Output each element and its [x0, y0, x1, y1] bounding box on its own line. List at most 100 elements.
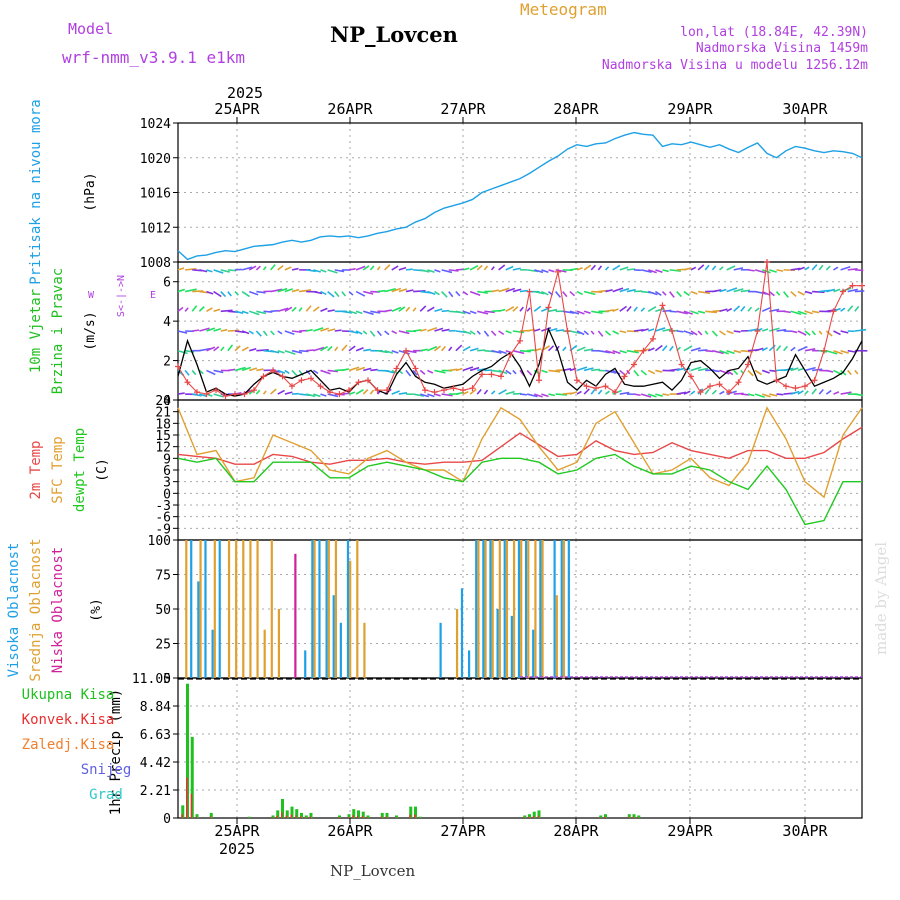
ytick-label: 4.42	[140, 756, 171, 771]
ytick-label: 1020	[140, 152, 171, 167]
ytick-label: -6	[155, 511, 171, 526]
cloud-bar-high	[304, 650, 307, 678]
wind-arrow	[697, 310, 706, 314]
wind-gust-marker	[840, 288, 846, 295]
wind-arrow	[825, 265, 831, 271]
cloud-axis-label-high: Visoka Oblacnost	[6, 543, 22, 678]
wind-arrow	[262, 390, 267, 395]
precip-bar	[352, 809, 356, 818]
wind-arrow	[348, 330, 359, 334]
precip-bar	[190, 736, 194, 818]
wind-arrow	[419, 369, 426, 375]
top-date-label: 26APR	[327, 100, 373, 118]
wind-arrow	[676, 291, 682, 298]
precip-conv-bar	[190, 793, 193, 818]
wind-arrow	[384, 287, 396, 293]
wind-arrow	[605, 349, 616, 355]
wind-arrow	[719, 349, 729, 355]
wind-arrow	[583, 348, 594, 352]
wind-arrow	[754, 269, 766, 274]
wind-arrow	[334, 329, 342, 332]
wind-arrow	[747, 393, 755, 397]
wind-arrow	[427, 345, 438, 352]
precip-bar	[285, 810, 289, 818]
wind-gust-marker	[716, 381, 723, 388]
wind-arrow	[690, 366, 702, 372]
precip-conv-bar	[271, 817, 273, 818]
wind-arrow	[576, 346, 586, 352]
wind-arrow	[804, 290, 813, 295]
wind-arrow	[369, 265, 375, 271]
wind-gust-marker	[859, 282, 865, 289]
wind-arrow	[583, 367, 594, 372]
wind-arrow	[469, 310, 477, 315]
wind-arrow	[704, 264, 710, 271]
wind-arrow	[726, 307, 733, 312]
wind-arrow	[241, 290, 251, 298]
cloud-bar-high	[510, 615, 513, 678]
precip-conv-bar	[523, 817, 525, 818]
wind-arrow	[797, 330, 807, 336]
wind-arrow	[248, 290, 259, 296]
wind-arrow	[320, 393, 327, 397]
wind-arrow	[619, 305, 628, 312]
wind-arrow	[391, 349, 399, 354]
wind-gust-marker	[241, 391, 248, 398]
wind-arrow	[362, 389, 369, 395]
wind-arrow	[690, 347, 701, 352]
wind-arrow	[804, 266, 810, 271]
wind-arrow	[726, 330, 734, 335]
precip-conv-bar	[290, 814, 292, 818]
ytick-label: 15	[155, 429, 171, 444]
wind-arrow	[534, 328, 541, 332]
wind-arrow	[249, 367, 258, 372]
wind-arrow	[768, 290, 775, 297]
wind-arrow	[704, 388, 710, 395]
wind-arrow	[840, 307, 846, 312]
wind-arrow	[783, 291, 789, 298]
wind-arrow	[747, 269, 755, 272]
cloud-axis-label-low: Niska Oblacnost	[50, 547, 66, 673]
precip-bar	[627, 814, 631, 818]
top-date-label: 25APR	[214, 100, 260, 118]
precip-conv-bar	[209, 816, 212, 818]
wind-arrow	[256, 349, 269, 352]
wind-arrow	[277, 307, 289, 313]
wind-arrow	[462, 391, 469, 395]
wind-arrow	[441, 269, 453, 274]
wind-arrow	[654, 344, 663, 352]
wind-arrow	[420, 269, 430, 273]
precip-legend-2: Zaledj.Kisa	[22, 737, 115, 753]
wind-arrow	[284, 330, 295, 336]
wind-arrow	[270, 264, 276, 271]
wind-arrow	[676, 367, 685, 372]
precip-bar	[209, 812, 213, 818]
wind-arrow	[519, 393, 527, 396]
wind-arrow	[526, 369, 533, 376]
wind-arrow	[413, 329, 422, 332]
wind-arrow	[427, 290, 436, 295]
wind-gust-marker	[184, 379, 191, 386]
wind-arrow	[541, 369, 548, 374]
wind-arrow	[648, 290, 658, 296]
wind-arrow	[505, 265, 514, 271]
precip-bar	[186, 683, 189, 818]
wind-arrow	[761, 306, 772, 313]
wind-gust-marker	[631, 361, 637, 368]
wind-arrow	[712, 289, 722, 293]
cloud-bar-mid	[256, 540, 259, 678]
wind-gust-marker	[536, 377, 542, 384]
wind-arrow	[434, 308, 443, 313]
wind-arrow	[455, 291, 461, 297]
precip-bar	[528, 814, 531, 818]
wind-arrow	[398, 306, 406, 312]
wind-arrow	[619, 266, 629, 271]
top-date-label: 30APR	[782, 100, 828, 118]
cloud-bar-high	[525, 540, 528, 678]
wind-arrow	[262, 266, 267, 271]
wind-arrow	[213, 346, 220, 352]
bottom-date-label: 30APR	[782, 822, 828, 840]
wind-arrow	[719, 369, 730, 375]
wind-arrow	[719, 288, 727, 293]
wind-arrow	[370, 310, 381, 314]
